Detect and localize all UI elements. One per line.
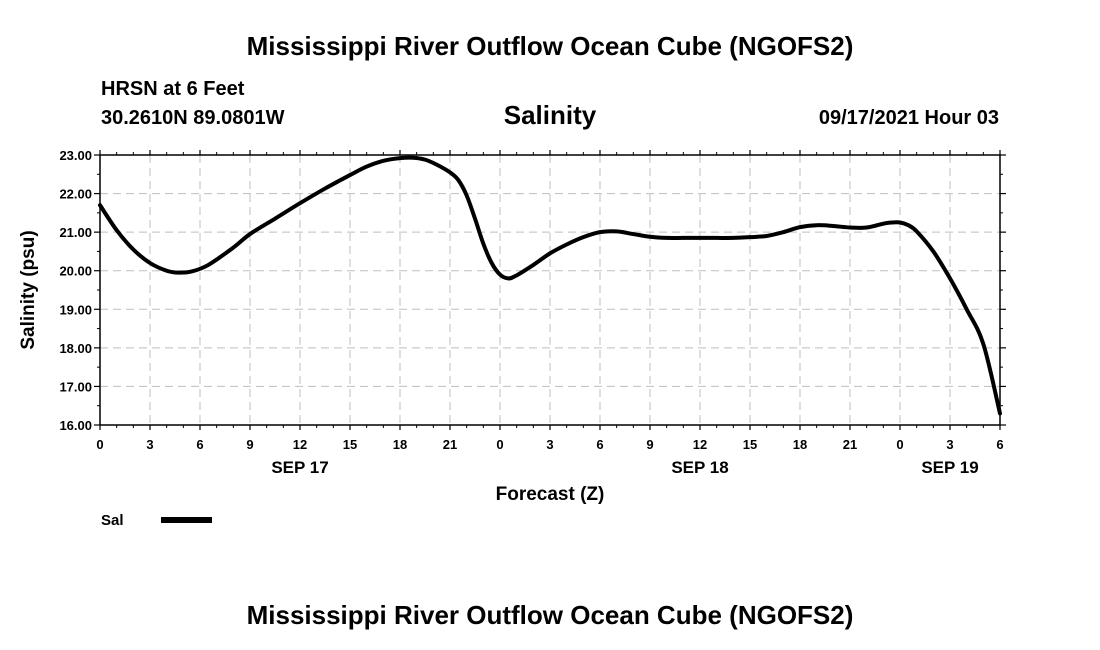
forecast-timestamp: 09/17/2021 Hour 03 (819, 107, 999, 129)
x-tick-label: 3 (546, 437, 553, 452)
x-axis-label: Forecast (Z) (496, 484, 605, 505)
x-tick-label: 9 (646, 437, 653, 452)
x-tick-label: 6 (196, 437, 203, 452)
y-tick-label: 23.00 (59, 148, 92, 163)
station-name: HRSN at 6 Feet (101, 78, 245, 100)
y-axis-label: Salinity (psu) (18, 230, 39, 349)
x-tick-label: 12 (693, 437, 707, 452)
y-tick-label: 16.00 (59, 418, 92, 433)
station-coordinates: 30.2610N 89.0801W (101, 107, 285, 129)
x-tick-label: 3 (146, 437, 153, 452)
x-tick-label: 21 (443, 437, 457, 452)
x-tick-label: 6 (996, 437, 1003, 452)
y-tick-label: 22.00 (59, 187, 92, 202)
legend: Sal (101, 512, 212, 529)
grid-lines (100, 155, 1000, 425)
x-tick-label: 0 (896, 437, 903, 452)
x-tick-label: 18 (393, 437, 407, 452)
footer-title: Mississippi River Outflow Ocean Cube (NG… (247, 600, 854, 630)
x-tick-label: 9 (246, 437, 253, 452)
chart-title: Mississippi River Outflow Ocean Cube (NG… (247, 31, 854, 61)
y-tick-label: 18.00 (59, 341, 92, 356)
x-date-label: SEP 17 (271, 458, 328, 477)
x-tick-label: 3 (946, 437, 953, 452)
y-axis-ticks: 23.00 22.00 21.00 20.00 19.00 18.00 17.00 16.00 (59, 148, 1006, 433)
x-tick-label: 15 (743, 437, 757, 452)
x-tick-label: 0 (496, 437, 503, 452)
x-tick-label: 12 (293, 437, 307, 452)
x-tick-label: 15 (343, 437, 357, 452)
series-line-sal (98, 155, 1002, 416)
x-tick-label: 21 (843, 437, 857, 452)
y-tick-label: 20.00 (59, 264, 92, 279)
x-axis-ticks: 0 3 6 9 12 15 18 21 0 3 6 9 12 15 18 21 0 3 6 (96, 150, 1004, 452)
x-tick-label: 18 (793, 437, 807, 452)
y-tick-label: 17.00 (59, 379, 92, 394)
y-tick-label: 19.00 (59, 302, 92, 317)
chart-subtitle: Salinity (504, 100, 597, 130)
x-tick-label: 0 (96, 437, 103, 452)
x-axis-dates: SEP 17 SEP 18 SEP 19 (271, 458, 978, 477)
x-date-label: SEP 19 (921, 458, 978, 477)
y-tick-label: 21.00 (59, 225, 92, 240)
x-date-label: SEP 18 (671, 458, 728, 477)
legend-label: Sal (101, 512, 124, 529)
x-tick-label: 6 (596, 437, 603, 452)
